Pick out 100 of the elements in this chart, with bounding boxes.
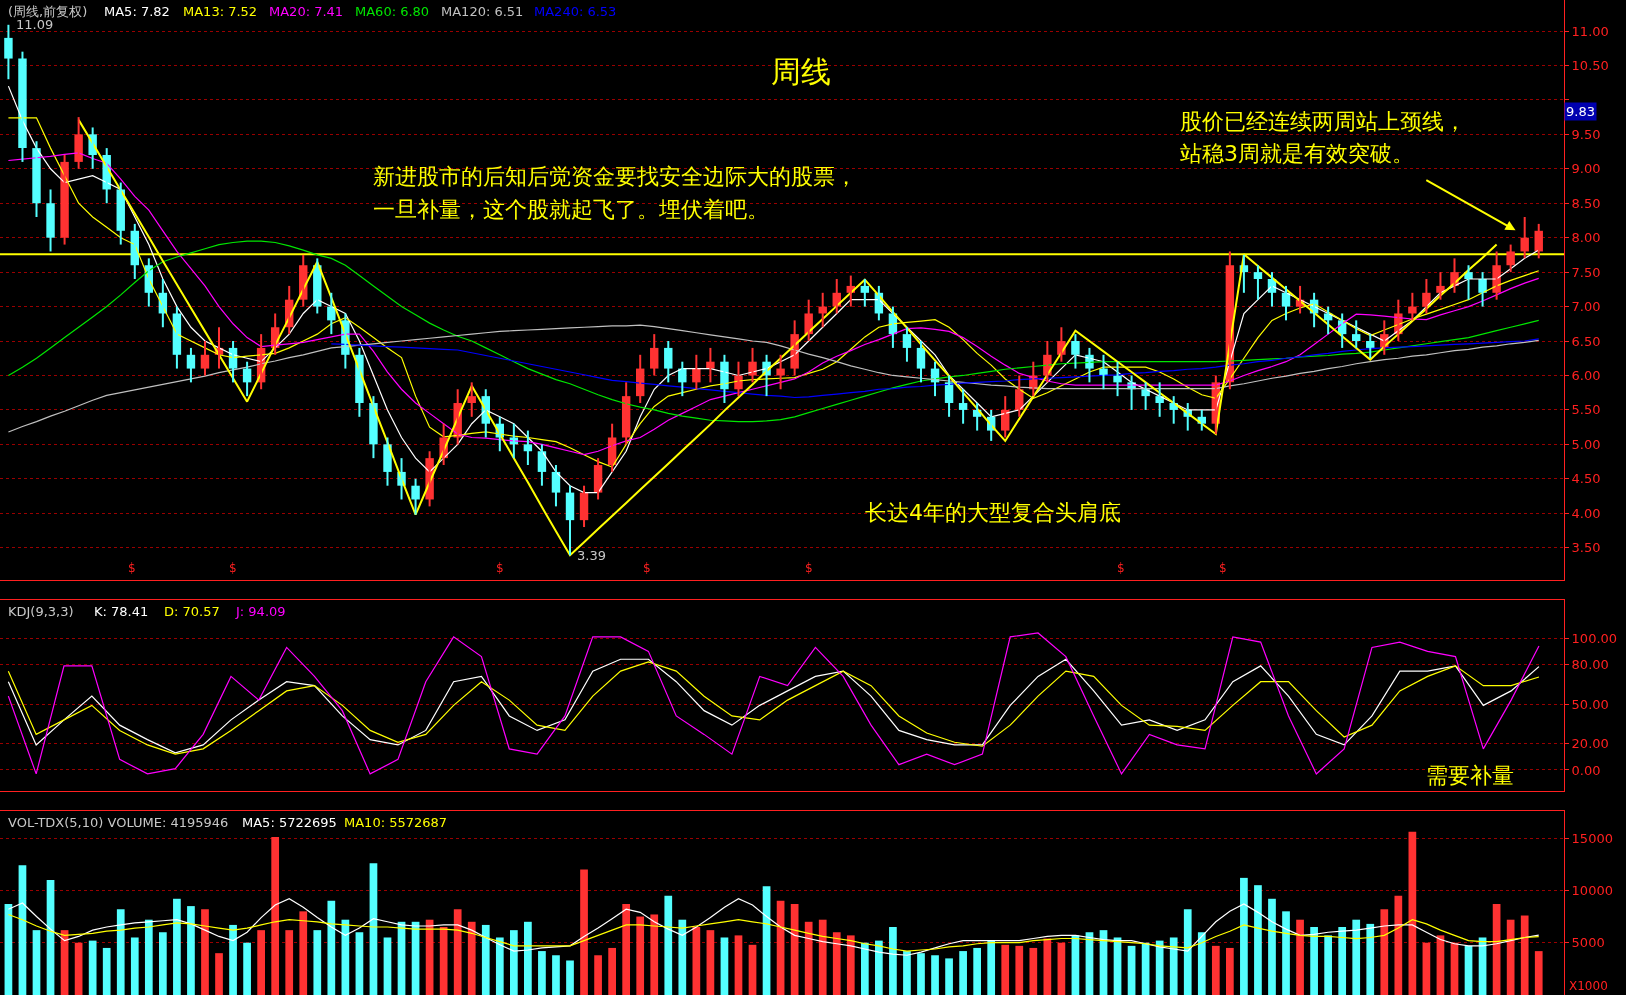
bar	[1197, 932, 1206, 995]
bar	[1226, 947, 1234, 995]
bar	[818, 919, 827, 995]
bar	[1057, 942, 1066, 995]
bar	[552, 955, 560, 995]
annotation: 站稳3周就是有效突破。	[1180, 141, 1414, 166]
bar	[832, 932, 841, 995]
annotation: 需要补量	[1426, 763, 1514, 788]
y-tick-label: 5000	[1571, 935, 1605, 951]
line-series	[7, 898, 1540, 956]
bar	[692, 927, 701, 995]
bar	[1268, 898, 1276, 995]
bar	[327, 900, 336, 995]
annotation: $	[643, 561, 651, 575]
text: 周线	[771, 54, 831, 89]
bar	[453, 909, 462, 995]
bar	[748, 944, 757, 995]
annotation: $	[1117, 561, 1125, 575]
bar	[973, 947, 982, 995]
bar	[130, 937, 139, 995]
y-tick-label: 15000	[1571, 830, 1613, 846]
bar	[1211, 945, 1220, 995]
bar	[144, 919, 153, 995]
annotation: $	[805, 561, 813, 575]
bar	[860, 942, 869, 995]
bar	[650, 914, 659, 995]
bar	[116, 909, 125, 995]
bar	[931, 955, 939, 995]
text: MA5: 7.82	[104, 4, 170, 19]
annotation: 11.09	[16, 17, 54, 32]
bar	[945, 958, 953, 995]
y-tick-label: 20.00	[1571, 736, 1609, 752]
text: MA20: 7.41	[269, 4, 344, 19]
bar	[201, 909, 209, 995]
y-tick-label: 5.50	[1571, 402, 1601, 418]
line-series	[7, 913, 1540, 952]
y-tick-label: 10000	[1571, 882, 1613, 898]
y-tick-label: 7.00	[1571, 299, 1601, 315]
bar	[720, 937, 729, 995]
bar	[1366, 923, 1375, 995]
text: D: 70.57	[164, 604, 220, 619]
bar	[678, 919, 687, 995]
bar	[846, 935, 855, 995]
text: MA13: 7.52	[183, 4, 258, 19]
annotation: VOL-TDX(5,10) VOLUME: 4195946	[8, 815, 229, 830]
text: 9.83	[1566, 104, 1595, 119]
bar	[1352, 919, 1361, 995]
annotation: 股价已经连续两周站上颈线，	[1180, 109, 1466, 134]
bar	[355, 932, 364, 995]
bar	[1380, 909, 1389, 995]
bar	[1520, 915, 1529, 995]
bar	[299, 911, 308, 995]
bar	[1338, 927, 1347, 995]
bar	[622, 904, 631, 995]
y-tick-label: 50.00	[1571, 696, 1609, 712]
line-series	[7, 240, 1540, 423]
annotation: $	[229, 561, 237, 575]
annotation: 长达4年的大型复合头肩底	[865, 500, 1121, 525]
annotation: 3.39	[577, 548, 606, 563]
annotation: KDJ(9,3,3)	[8, 604, 74, 619]
y-tick-label: 0.00	[1571, 762, 1601, 778]
bar	[636, 916, 645, 995]
text: MA120: 6.51	[441, 4, 524, 19]
bar	[664, 895, 673, 995]
bar	[875, 940, 883, 995]
bar	[566, 960, 574, 995]
bar	[889, 927, 897, 995]
bar	[959, 951, 967, 995]
bar	[187, 906, 195, 995]
bar	[313, 930, 322, 995]
bar	[1015, 945, 1024, 995]
bar	[88, 940, 97, 995]
text: MA60: 6.80	[355, 4, 430, 19]
text: MA240: 6.53	[534, 4, 617, 19]
bar	[439, 927, 448, 995]
y-tick-label: 100.00	[1571, 630, 1618, 646]
bar	[1043, 938, 1052, 995]
bar	[1155, 940, 1164, 995]
annotation: (周线,前复权)	[8, 4, 88, 19]
bar	[1029, 947, 1038, 995]
annotation: 一旦补量，这个股就起飞了。埋伏着吧。	[373, 197, 769, 222]
bar	[608, 947, 616, 995]
bar	[790, 904, 799, 995]
bar	[74, 942, 83, 995]
bar	[495, 937, 504, 995]
annotation: $	[496, 561, 504, 575]
bar	[734, 935, 743, 995]
y-tick-label: 4.50	[1571, 471, 1601, 487]
bar	[594, 955, 602, 995]
y-tick-label: 5.00	[1571, 436, 1601, 452]
bar	[243, 942, 251, 995]
bar	[1296, 919, 1304, 995]
bar	[1001, 944, 1010, 995]
y-tick-label: 80.00	[1571, 657, 1609, 673]
bar	[509, 930, 518, 995]
text: J: 94.09	[235, 604, 286, 619]
y-tick-label: 6.00	[1571, 368, 1601, 384]
text: X1000	[1569, 979, 1608, 993]
annotation: $	[1219, 561, 1227, 575]
annotation: 新进股市的后知后觉资金要找安全边际大的股票，	[373, 164, 857, 189]
